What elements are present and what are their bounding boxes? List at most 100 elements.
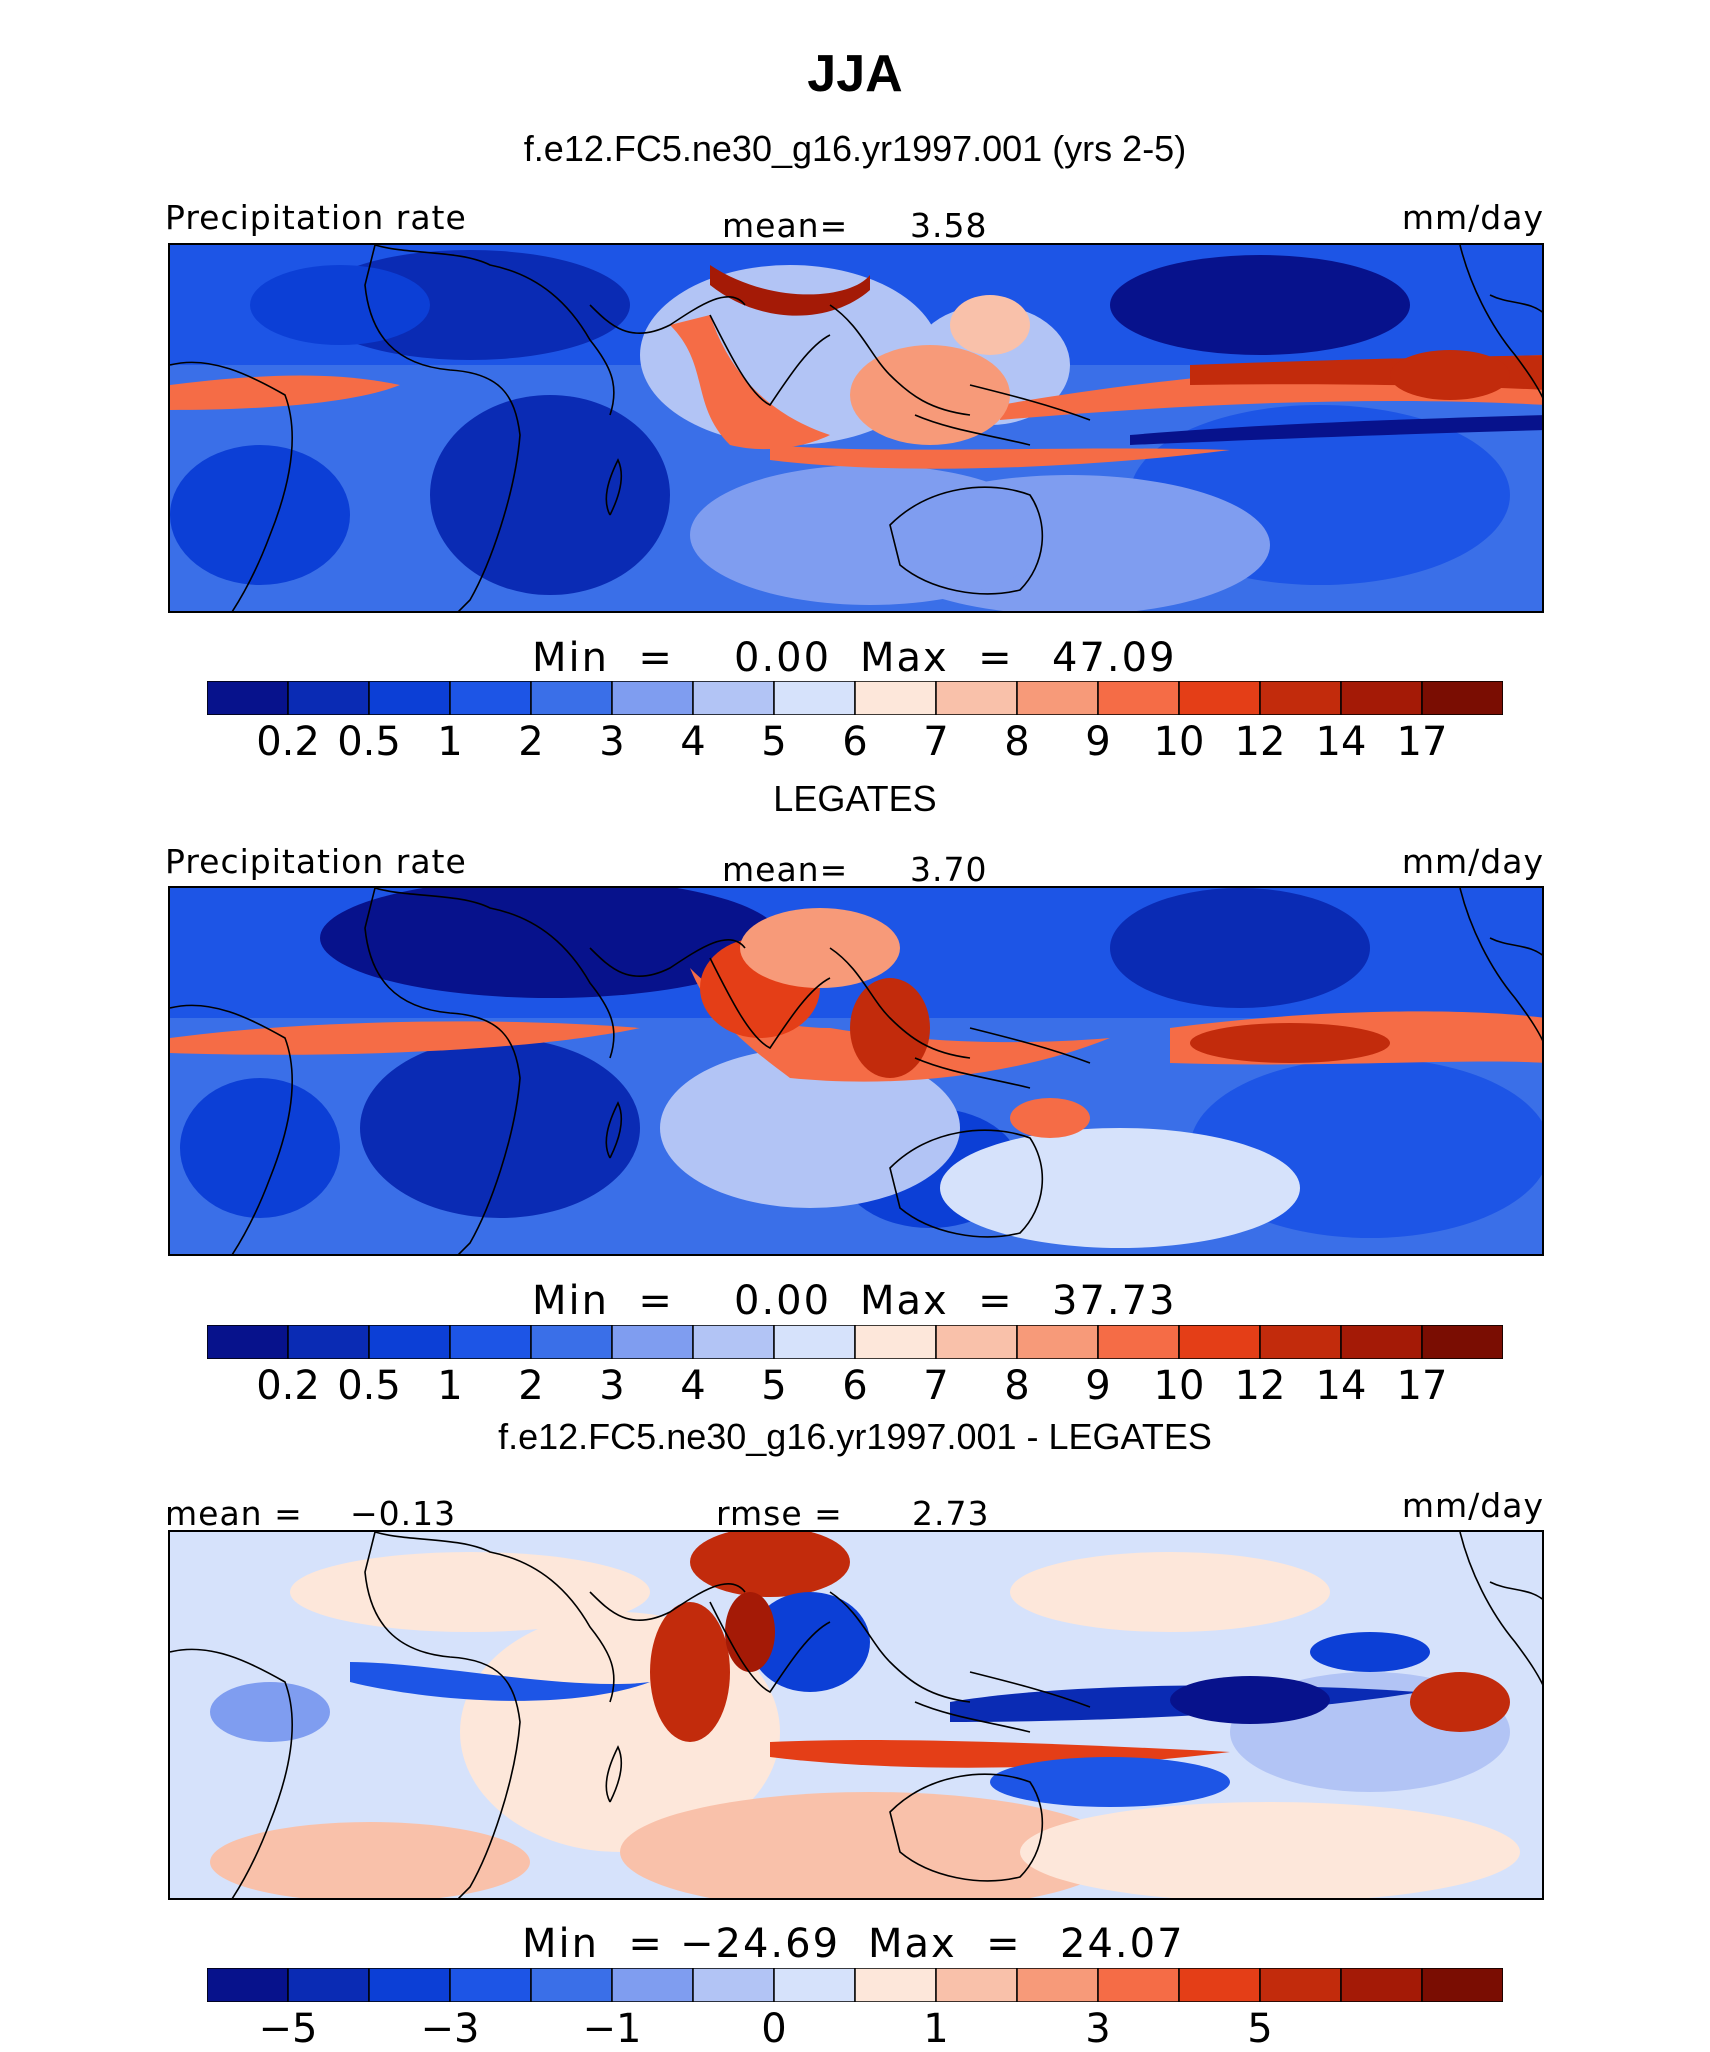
equatorial-dry-tongue: [1130, 415, 1542, 445]
colorbar-box: [1097, 1968, 1180, 2002]
panel-3-colorbar-svg: [207, 1968, 1503, 2002]
panel-1-max-value: 47.09: [1052, 635, 1177, 681]
panel-1-map-svg: [170, 245, 1542, 611]
panel-3-max-value: 24.07: [1060, 1921, 1185, 1967]
colorbar-tick-label: 17: [1396, 719, 1448, 765]
colorbar-box: [854, 1325, 937, 1359]
indochina-negative: [750, 1592, 870, 1692]
colorbar-tick-label: 9: [1085, 1363, 1111, 1409]
colorbar-box: [368, 1968, 451, 2002]
colorbar-box: [1178, 1968, 1261, 2002]
colorbar-tick-label: 3: [599, 719, 625, 765]
panel-3-rmse-value: 2.73: [912, 1494, 990, 1533]
colorbar-tick-label: 12: [1234, 719, 1286, 765]
figure-title: JJA: [807, 45, 903, 103]
colorbar-box: [611, 1325, 694, 1359]
panel-1-mean-label: mean=: [722, 206, 849, 245]
colorbar-box: [368, 681, 451, 715]
field-blob: [1410, 1672, 1510, 1732]
field-blob: [170, 445, 350, 585]
field-blob: [660, 1048, 960, 1208]
colorbar-tick-label: 9: [1085, 719, 1111, 765]
colorbar-box: [1097, 1325, 1180, 1359]
coastline-segment: [914, 1701, 1031, 1733]
panel-2-mean-value: 3.70: [910, 850, 988, 889]
south-atlantic-dry-zone: [360, 1038, 640, 1218]
field-blob: [1010, 1552, 1330, 1632]
field-blob: [250, 265, 430, 345]
panel-1-max-label: Max =: [860, 635, 1014, 681]
colorbar-box: [449, 681, 532, 715]
colorbar-box: [368, 1325, 451, 1359]
field-blob: [620, 1792, 1120, 1898]
colorbar-box: [287, 1325, 370, 1359]
panel-1-mean-value: 3.58: [910, 206, 988, 245]
panel-3-min-label: Min =: [522, 1921, 664, 1967]
colorbar-box: [1340, 1968, 1423, 2002]
atlantic-itcz-band: [170, 375, 400, 410]
colorbar-tick-label: 0.5: [337, 719, 401, 765]
coastline-segment: [889, 486, 1044, 595]
coastline-segment: [1489, 294, 1542, 313]
coastline-segment: [1489, 937, 1542, 956]
panel-2-units: mm/day: [1401, 842, 1544, 881]
field-blob: [950, 295, 1030, 355]
colorbar-tick-label: −1: [582, 2006, 642, 2052]
coastline-segment: [914, 414, 1031, 446]
coastline-segment: [829, 304, 971, 416]
colorbar-box: [773, 1325, 856, 1359]
colorbar-box: [935, 681, 1018, 715]
colorbar-box: [1340, 681, 1423, 715]
panel-2-colorbar-svg: [207, 1325, 1503, 1359]
coastline-segment: [605, 1101, 622, 1159]
coastline-segment: [1459, 888, 1542, 1042]
north-pacific-dry-zone: [1110, 255, 1410, 355]
field-blob: [1390, 350, 1510, 400]
colorbar-tick-label: 0.2: [256, 1363, 320, 1409]
colorbar-box: [1016, 681, 1099, 715]
colorbar-box: [1421, 1325, 1503, 1359]
colorbar-box: [207, 681, 289, 715]
field-blob: [210, 1682, 330, 1742]
coastline-segment: [889, 1773, 1044, 1882]
bay-of-bengal-max: [710, 265, 870, 316]
colorbar-tick-label: 1: [437, 1363, 463, 1409]
colorbar-tick-label: 2: [518, 719, 544, 765]
coastlines: [170, 1532, 1542, 1898]
coastline-segment: [170, 1004, 293, 1254]
colorbar-box: [1259, 1325, 1342, 1359]
colorbar-tick-label: 2: [518, 1363, 544, 1409]
panel-2-map-svg: [170, 888, 1542, 1254]
panel-3-mean-label: mean =: [165, 1494, 303, 1533]
colorbar-tick-label: 5: [1247, 2006, 1273, 2052]
coastline-segment: [374, 245, 615, 416]
panel-1-variable-label: Precipitation rate: [165, 198, 467, 237]
coastline-segment: [589, 295, 746, 335]
africa-negative-band: [350, 1662, 650, 1701]
coastline-segment: [914, 1057, 1031, 1089]
colorbar-box: [854, 681, 937, 715]
colorbar-box: [1016, 1325, 1099, 1359]
arabian-sea-positive: [650, 1602, 730, 1742]
north-pacific-dry-zone: [1110, 888, 1370, 1008]
colorbar-box: [773, 1968, 856, 2002]
panel-3-max-label: Max =: [868, 1921, 1022, 1967]
colorbar-box: [1178, 1325, 1261, 1359]
coastline-segment: [829, 1591, 971, 1703]
panel-1-min-value: 0.00: [734, 635, 832, 681]
colorbar-box: [530, 1968, 613, 2002]
panel-2-mean-label: mean=: [722, 850, 849, 889]
colorbar-tick-label: 1: [437, 719, 463, 765]
field-blob: [1170, 1676, 1330, 1724]
colorbar-tick-label: 10: [1153, 719, 1205, 765]
panel-2-title: LEGATES: [773, 778, 937, 819]
colorbar-tick-label: 4: [680, 1363, 706, 1409]
field-blob: [1020, 1802, 1520, 1898]
field-blob: [210, 1822, 530, 1898]
colorbar-box: [692, 1325, 775, 1359]
field-blob: [740, 908, 900, 988]
panel-1-units: mm/day: [1401, 198, 1544, 237]
south-atlantic-dry-zone: [430, 395, 670, 595]
colorbar-box: [854, 1968, 937, 2002]
colorbar-box: [1340, 1325, 1423, 1359]
